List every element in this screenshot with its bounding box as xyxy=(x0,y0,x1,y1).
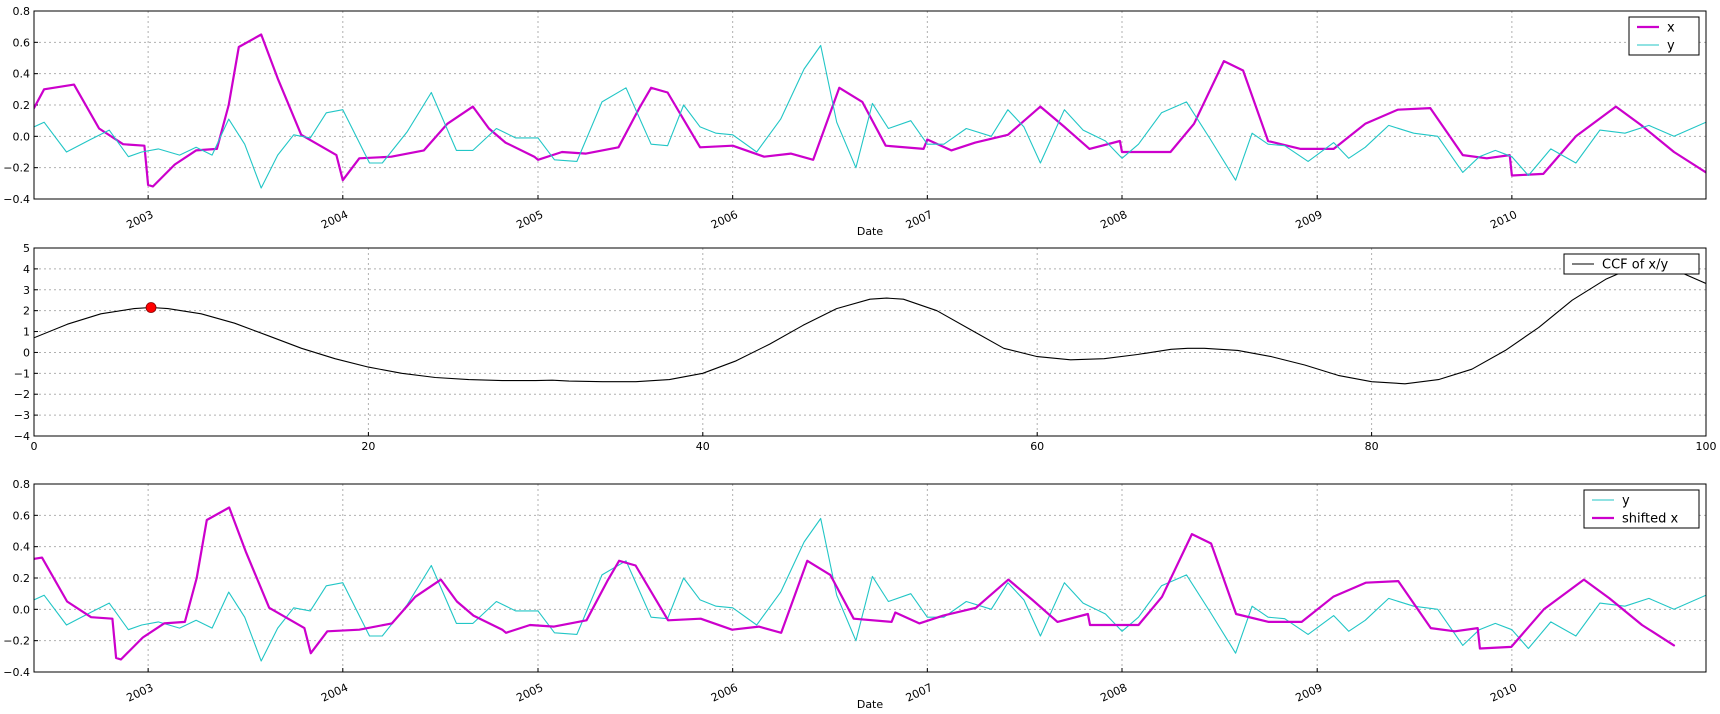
y-tick-label: −1 xyxy=(14,367,30,380)
y-tick-label: 0.2 xyxy=(13,99,31,112)
y-tick-label: 0.8 xyxy=(13,5,31,18)
x-tick-label: 100 xyxy=(1696,440,1717,453)
x-tick-label: 2007 xyxy=(904,208,935,232)
x-tick-label: 20 xyxy=(361,440,375,453)
x-tick-label: 80 xyxy=(1365,440,1379,453)
x-tick-label: 2003 xyxy=(125,208,156,232)
x-tick-label: 2003 xyxy=(125,681,156,705)
y-tick-label: −3 xyxy=(14,409,30,422)
axes-frame xyxy=(33,10,1707,200)
y-tick-label: 5 xyxy=(23,242,30,255)
x-tick-label: 2004 xyxy=(319,681,350,705)
legend-box xyxy=(1628,16,1700,56)
legend: xy xyxy=(1628,16,1700,56)
legend: y shifted x xyxy=(1583,489,1700,529)
y-tick-label: 0.4 xyxy=(13,68,31,81)
legend-label: y xyxy=(1622,494,1630,509)
series-line-y xyxy=(34,44,1706,189)
y-tick-label: −0.2 xyxy=(3,162,30,175)
series-group xyxy=(34,33,1706,189)
x-tick-label: 2005 xyxy=(514,208,545,232)
series-group xyxy=(34,506,1706,662)
y-tick-label: 0.6 xyxy=(13,509,31,522)
y-tick-label: −0.4 xyxy=(3,193,30,206)
x-tick-label: 2009 xyxy=(1294,681,1325,705)
series-line-y xyxy=(34,517,1706,662)
x-tick-label: 2006 xyxy=(709,208,740,232)
panel-1: 0.8 0.6 0.4 0.2 0.0 −0.2 −0.4 2003 2004 2005 2006 2… xyxy=(3,5,1707,238)
series-line-x xyxy=(34,33,1706,188)
axes-frame xyxy=(33,483,1707,673)
x-tick-label: 2005 xyxy=(514,681,545,705)
panel-3: 0.8 0.6 0.4 0.2 0.0 −0.2 −0.4 2003 2004 2005 2006 2… xyxy=(3,478,1707,711)
x-tick-label: 2009 xyxy=(1294,208,1325,232)
legend-label: shifted x xyxy=(1622,512,1678,527)
y-tick-label: 0.4 xyxy=(13,541,31,554)
x-tick-label: 40 xyxy=(696,440,710,453)
legend-label: y xyxy=(1667,39,1675,54)
x-tick-label: 60 xyxy=(1030,440,1044,453)
y-tick-label: 0 xyxy=(23,346,30,359)
y-tick-label: −4 xyxy=(14,430,30,443)
x-tick-label: 2008 xyxy=(1098,681,1129,705)
y-tick-label: −2 xyxy=(14,388,30,401)
y-tick-label: 0.0 xyxy=(13,130,31,143)
x-tick-label: 0 xyxy=(31,440,38,453)
x-tick-label: 2008 xyxy=(1098,208,1129,232)
series-line-ccfofxy xyxy=(34,264,1706,385)
y-tick-label: −0.2 xyxy=(3,635,30,648)
peak-marker xyxy=(145,302,157,313)
y-tick-label: 0.6 xyxy=(13,36,31,49)
y-tick-label: 1 xyxy=(23,326,30,339)
y-tick-label: −0.4 xyxy=(3,666,30,679)
legend-label: CCF of x/y xyxy=(1602,258,1669,273)
x-axis-label: Date xyxy=(857,698,884,711)
x-tick-label: 2010 xyxy=(1488,208,1519,232)
legend-box xyxy=(1583,489,1700,529)
axes-frame xyxy=(33,247,1707,437)
y-tick-label: 3 xyxy=(23,284,30,297)
y-tick-label: 2 xyxy=(23,305,30,318)
x-tick-label: 2007 xyxy=(904,681,935,705)
x-tick-label: 2004 xyxy=(319,208,350,232)
x-axis-label: Date xyxy=(857,225,884,238)
y-tick-label: 0.2 xyxy=(13,572,31,585)
legend-box xyxy=(1563,253,1700,275)
series-group xyxy=(34,264,1706,385)
x-tick-label: 2006 xyxy=(709,681,740,705)
legend: CCF of x/y xyxy=(1563,253,1700,275)
y-tick-label: 0.0 xyxy=(13,603,31,616)
x-tick-label: 2010 xyxy=(1488,681,1519,705)
y-tick-label: 4 xyxy=(23,263,30,276)
series-line-shiftedx xyxy=(34,506,1676,661)
legend-label: x xyxy=(1667,21,1675,36)
y-tick-label: 0.8 xyxy=(13,478,31,491)
